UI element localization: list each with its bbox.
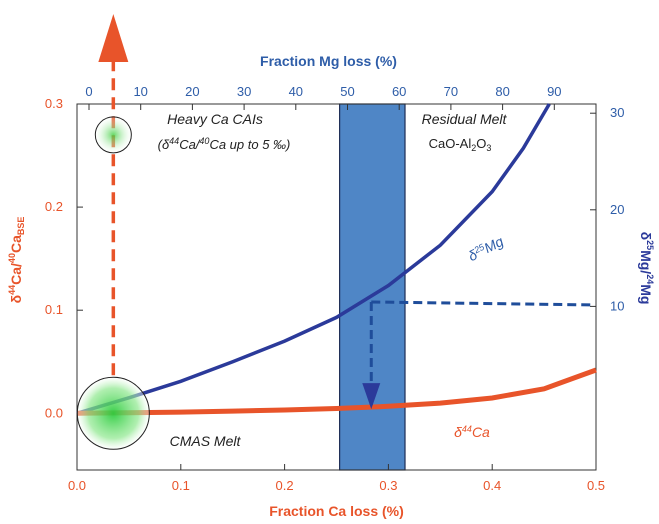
ca-projection-arrow-head xyxy=(362,383,381,410)
left-axis-ticks: 0.0 0.1 0.2 0.3 xyxy=(45,96,83,420)
heavy-cai-circle xyxy=(94,116,132,154)
right-tick-label: 30 xyxy=(610,105,624,120)
top-tick-label: 70 xyxy=(444,84,458,99)
x-tick-label: 0.0 xyxy=(68,478,86,493)
bottom-axis-ticks: 0.0 0.1 0.2 0.3 0.4 0.5 xyxy=(68,464,605,493)
top-tick-label: 40 xyxy=(289,84,303,99)
heavy-ca-arrow-head xyxy=(98,14,129,62)
y-tick-label: 0.3 xyxy=(45,96,63,111)
mg-projection-dash xyxy=(371,300,595,307)
right-tick-label: 20 xyxy=(610,202,624,217)
residual-melt-label: Residual Melt xyxy=(422,111,508,127)
top-axis-label: Fraction Mg loss (%) xyxy=(260,53,397,69)
ca-curve-label: δ44Ca xyxy=(454,424,490,440)
right-axis-ticks: 10 20 30 xyxy=(590,105,624,313)
x-axis-label: Fraction Ca loss (%) xyxy=(269,503,404,519)
top-tick-label: 90 xyxy=(547,84,561,99)
cmas-melt-label: CMAS Melt xyxy=(170,433,242,449)
x-tick-label: 0.3 xyxy=(379,478,397,493)
series-line-ca xyxy=(76,367,597,416)
y-tick-label: 0.1 xyxy=(45,302,63,317)
right-axis-label: δ25Mg/24Mg xyxy=(638,232,655,305)
cmas-melt-circle xyxy=(76,376,150,450)
y-axis-label: δ44Ca/40CaBSE xyxy=(7,217,26,304)
x-tick-label: 0.1 xyxy=(172,478,190,493)
right-tick-label: 10 xyxy=(610,298,624,313)
residual-melt-sublabel: CaO-Al2O3 xyxy=(429,136,492,153)
top-axis-ticks: 0 10 20 30 40 50 60 70 80 90 xyxy=(85,84,562,110)
mg-curve-label: δ25Mg xyxy=(466,233,507,264)
series-line-mg xyxy=(76,103,551,415)
x-tick-label: 0.2 xyxy=(276,478,294,493)
top-tick-label: 30 xyxy=(237,84,251,99)
top-tick-label: 0 xyxy=(85,84,92,99)
heavy-cais-sublabel: (δ44Ca/40Ca up to 5 ‰) xyxy=(158,136,291,152)
top-tick-label: 80 xyxy=(495,84,509,99)
top-tick-label: 10 xyxy=(133,84,147,99)
plot-frame xyxy=(76,103,597,471)
heavy-cais-label: Heavy Ca CAIs xyxy=(167,111,263,127)
residual-melt-band xyxy=(339,103,406,471)
y-tick-label: 0.0 xyxy=(45,405,63,420)
top-tick-label: 50 xyxy=(340,84,354,99)
top-tick-label: 60 xyxy=(392,84,406,99)
x-tick-label: 0.5 xyxy=(587,478,605,493)
x-tick-label: 0.4 xyxy=(483,478,501,493)
y-tick-label: 0.2 xyxy=(45,199,63,214)
top-tick-label: 20 xyxy=(185,84,199,99)
